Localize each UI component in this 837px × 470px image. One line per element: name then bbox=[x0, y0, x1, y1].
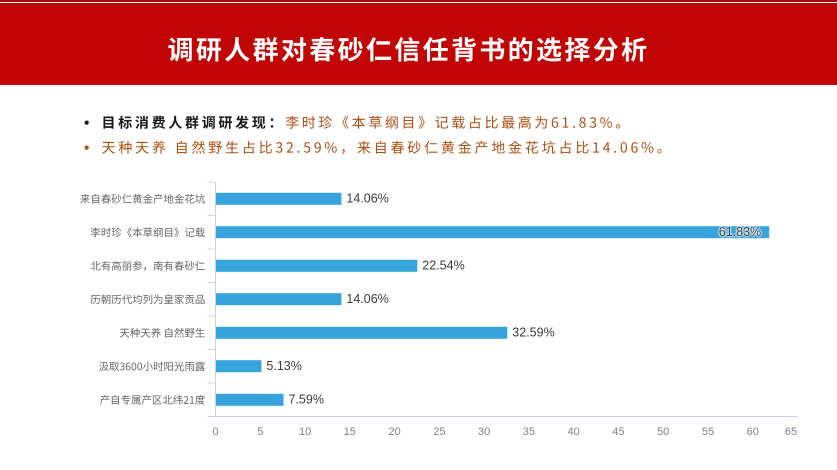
svg-text:5: 5 bbox=[257, 426, 263, 438]
svg-text:0: 0 bbox=[212, 426, 218, 438]
svg-text:10: 10 bbox=[299, 426, 311, 438]
svg-text:7.59%: 7.59% bbox=[289, 392, 324, 406]
svg-text:55: 55 bbox=[702, 426, 714, 438]
svg-text:60: 60 bbox=[747, 426, 759, 438]
svg-text:32.59%: 32.59% bbox=[512, 325, 554, 339]
svg-text:25: 25 bbox=[433, 426, 445, 438]
svg-text:35: 35 bbox=[523, 426, 535, 438]
svg-text:22.54%: 22.54% bbox=[422, 258, 464, 272]
svg-text:14.06%: 14.06% bbox=[346, 292, 388, 306]
svg-text:20: 20 bbox=[388, 426, 400, 438]
svg-text:30: 30 bbox=[478, 426, 490, 438]
svg-text:61.83%: 61.83% bbox=[719, 225, 761, 239]
svg-text:45: 45 bbox=[612, 426, 624, 438]
svg-text:50: 50 bbox=[657, 426, 669, 438]
svg-text:65: 65 bbox=[785, 426, 797, 438]
svg-text:40: 40 bbox=[568, 426, 580, 438]
svg-text:15: 15 bbox=[344, 426, 356, 438]
svg-text:5.13%: 5.13% bbox=[266, 359, 301, 373]
svg-text:14.06%: 14.06% bbox=[346, 191, 388, 205]
